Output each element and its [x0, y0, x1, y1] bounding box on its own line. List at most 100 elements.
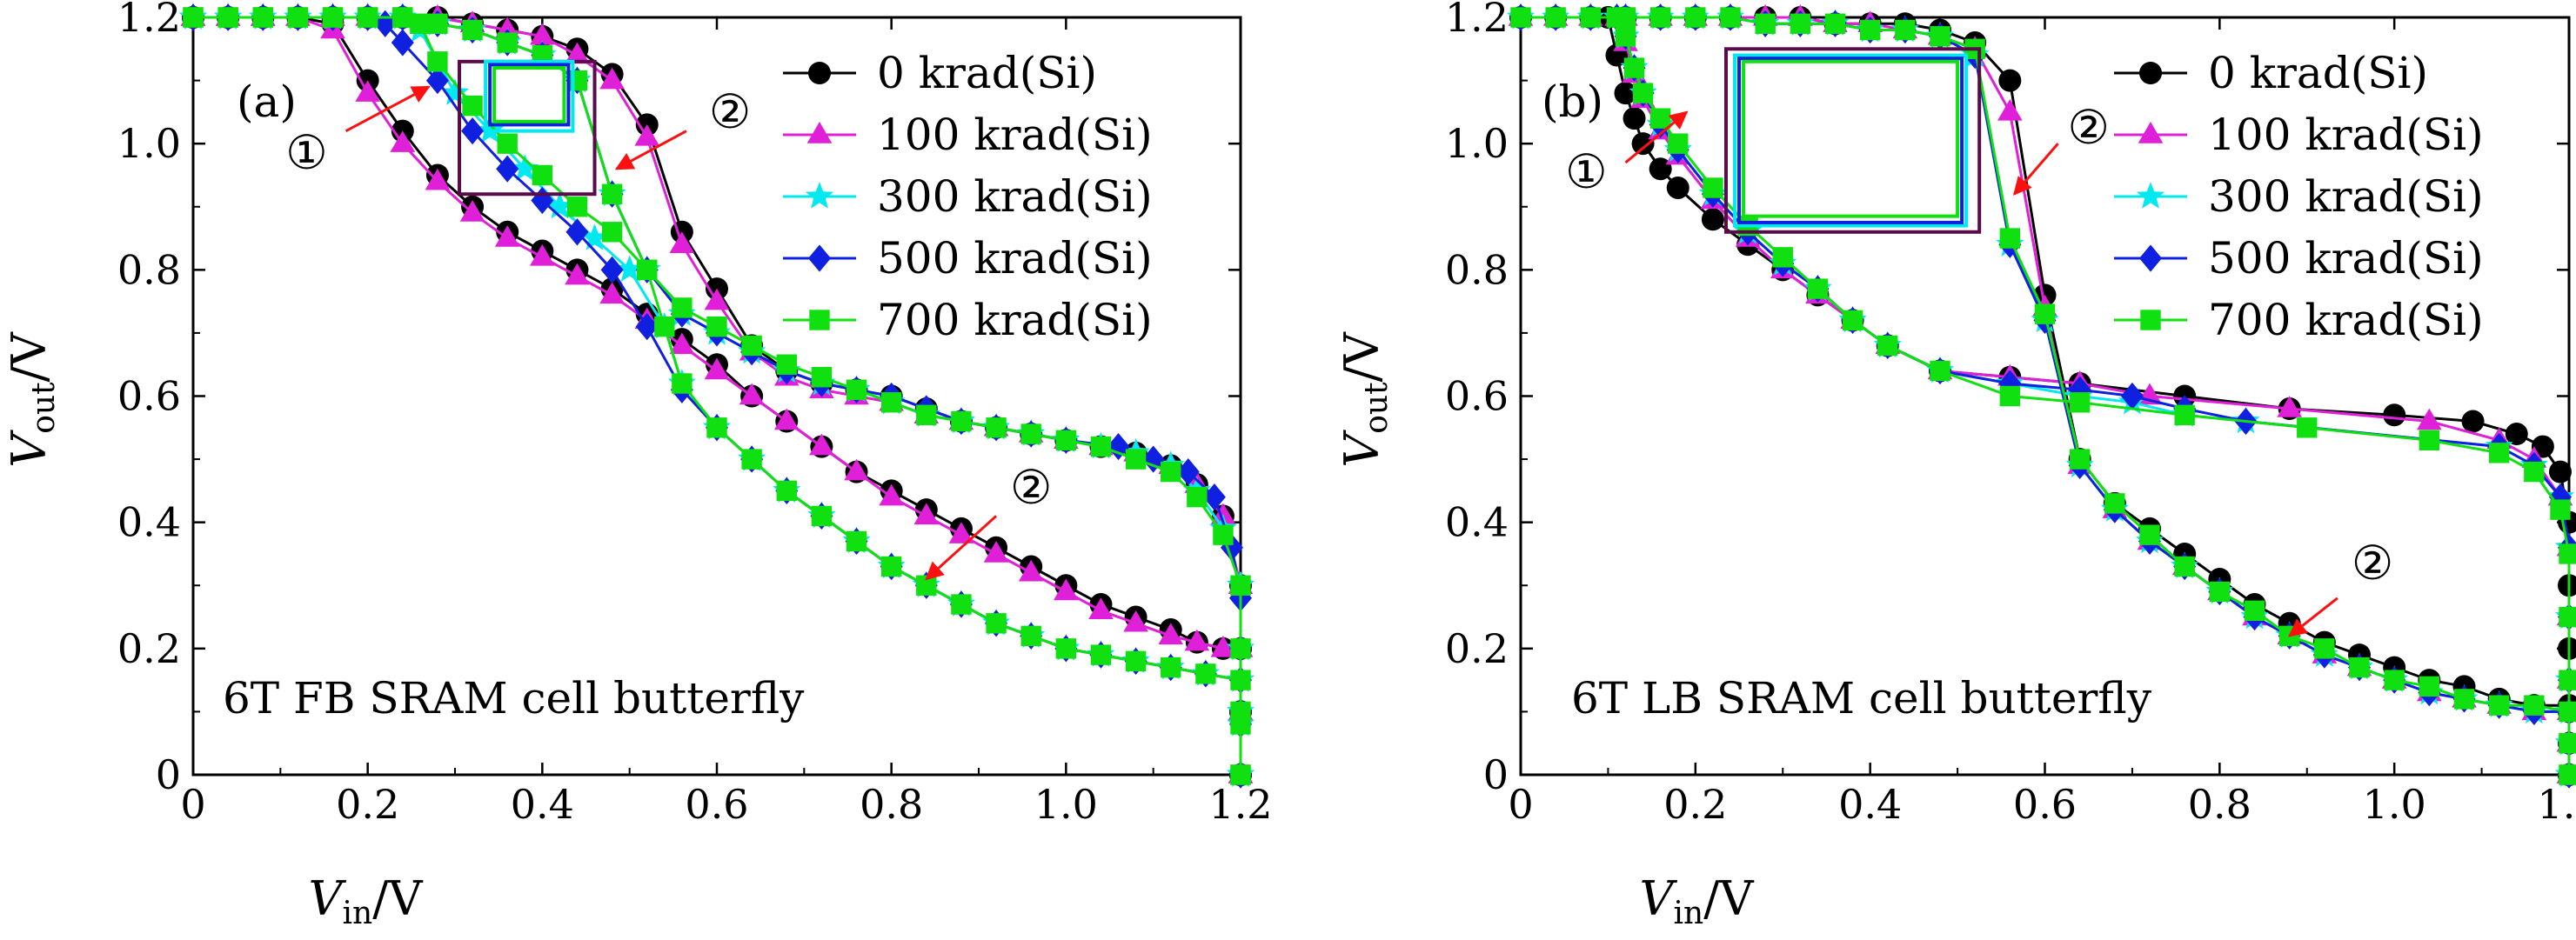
data-point: [637, 259, 658, 281]
data-point: [183, 7, 204, 28]
data-point: [1125, 449, 1147, 470]
legend-entry: 300 krad(Si): [783, 171, 1153, 222]
data-point: [2349, 657, 2370, 678]
data-point: [427, 51, 448, 72]
data-point: [1701, 208, 1724, 231]
data-point: [672, 373, 693, 394]
x-tick-label: 1.0: [2363, 781, 2426, 828]
x-tick-label: 0.4: [511, 781, 574, 828]
data-point: [531, 186, 554, 215]
data-point: [1141, 445, 1165, 473]
legend-entry: 500 krad(Si): [2114, 233, 2484, 283]
zoom-inset-frame: [1742, 59, 1960, 218]
data-point: [1614, 82, 1637, 105]
x-axis-label-sub: in: [1674, 896, 1704, 931]
data-point: [913, 503, 940, 525]
y-tick-label: 0.8: [1445, 246, 1509, 293]
data-point: [2559, 543, 2576, 564]
data-point: [1895, 19, 1916, 41]
data-point: [951, 410, 972, 432]
data-point: [1685, 7, 1706, 28]
legend-entry: 100 krad(Si): [2114, 110, 2484, 160]
data-point: [2139, 524, 2160, 545]
data-point: [462, 19, 483, 41]
data-point: [532, 164, 553, 186]
data-point: [1790, 13, 1811, 34]
annotation-arrow: [614, 130, 687, 170]
data-point: [1210, 635, 1236, 657]
data-point: [1230, 764, 1251, 785]
data-point: [530, 243, 555, 266]
y-axis-label-unit: /V: [1335, 331, 1389, 382]
data-point: [2559, 701, 2576, 723]
data-point: [2558, 574, 2576, 597]
x-tick-label: 0.4: [1838, 781, 1902, 828]
y-axis-label-main: V: [1335, 430, 1389, 468]
data-point: [599, 67, 625, 90]
data-point: [545, 191, 574, 219]
data-point: [1580, 7, 1602, 28]
data-point: [809, 433, 834, 456]
data-point: [706, 417, 727, 438]
data-point: [1020, 625, 1041, 647]
data-point: [986, 613, 1007, 634]
data-point: [739, 383, 765, 405]
data-point: [410, 13, 431, 34]
data-point: [2417, 408, 2442, 430]
annotation-mark: ②: [1010, 460, 1052, 515]
data-point: [511, 154, 539, 181]
zoom-inset-frame: [1737, 57, 1964, 224]
legend-marker: [806, 122, 833, 143]
legend-label: 100 krad(Si): [2208, 110, 2484, 160]
data-point: [496, 155, 519, 183]
data-point: [773, 408, 800, 430]
data-point: [427, 13, 448, 34]
data-point: [1649, 108, 1671, 129]
y-axis-label-main: V: [2, 430, 57, 468]
x-tick-label: 0.8: [2188, 781, 2251, 828]
data-point: [1666, 176, 1689, 199]
data-point: [1158, 623, 1184, 645]
data-point: [654, 316, 675, 337]
x-axis-label-sub: in: [343, 896, 373, 931]
legend-marker: [2136, 182, 2165, 209]
data-point: [2244, 600, 2265, 621]
y-axis-label-unit: /V: [2, 331, 57, 382]
data-point: [1202, 483, 1226, 511]
data-point: [1807, 278, 1829, 299]
legend-entry: 0 krad(Si): [2114, 48, 2428, 98]
x-tick-label: 0.8: [860, 781, 923, 828]
data-point: [1632, 83, 1654, 103]
series-700-krad-si-: [1510, 7, 2576, 785]
x-tick-label: 1.2: [1208, 781, 1272, 828]
x-axis-label-unit: /V: [1703, 871, 1754, 926]
legend-entry: 100 krad(Si): [783, 110, 1153, 160]
data-point: [916, 404, 937, 425]
y-tick-label: 0: [156, 751, 181, 798]
data-point: [2419, 676, 2440, 697]
data-point: [672, 297, 693, 318]
legend-label: 700 krad(Si): [877, 295, 1153, 345]
x-tick-label: 0: [180, 781, 205, 828]
data-point: [1055, 638, 1077, 659]
data-point: [2384, 670, 2405, 690]
data-point: [425, 66, 449, 95]
data-point: [2559, 733, 2576, 754]
data-point: [1999, 228, 2021, 249]
legend-label: 300 krad(Si): [2208, 171, 2484, 222]
panel-a-note: 6T FB SRAM cell butterfly: [223, 673, 805, 723]
data-point: [704, 288, 730, 310]
data-point: [1020, 423, 1041, 444]
panel-b-chart: 0 0.2 0.4 0.6 0.8 1.0 1.2 0 0.2 0.4 0.6 0.8 1.0 1.2 ① ②…: [1335, 0, 2576, 931]
data-point: [1631, 132, 1655, 156]
data-point: [494, 225, 520, 247]
legend-marker: [808, 62, 831, 84]
data-point: [1720, 7, 1741, 28]
y-tick-label: 0.6: [1445, 373, 1509, 420]
data-point: [1615, 26, 1636, 47]
legend-label: 700 krad(Si): [2208, 295, 2484, 345]
data-point: [1107, 432, 1130, 461]
annotation-arrow: [2288, 597, 2338, 637]
data-point: [1930, 26, 1950, 47]
data-point: [1123, 610, 1148, 632]
